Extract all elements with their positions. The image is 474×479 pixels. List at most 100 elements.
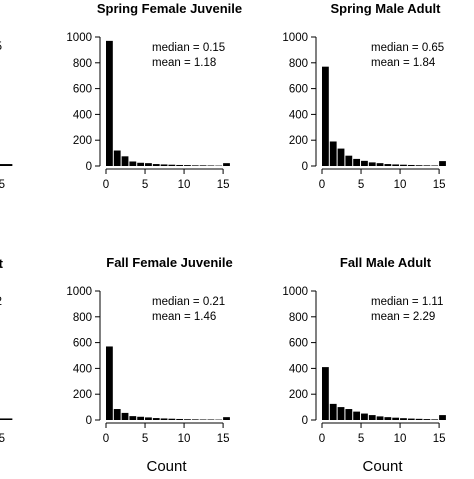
y-tick-label: 800 bbox=[289, 312, 308, 324]
histogram-bar bbox=[200, 165, 207, 166]
histogram-bar bbox=[431, 165, 438, 166]
histogram-bar bbox=[161, 164, 168, 166]
y-tick-label: 800 bbox=[73, 58, 92, 70]
y-tick-label: 1000 bbox=[66, 286, 92, 298]
x-tick-label: 15 bbox=[0, 179, 5, 191]
histogram-bar bbox=[338, 407, 345, 420]
histogram-bar bbox=[392, 418, 399, 420]
y-tick-label: 600 bbox=[73, 84, 92, 96]
histogram-bar bbox=[168, 419, 175, 420]
histogram-bar bbox=[0, 418, 12, 420]
stat-annotation: 2 bbox=[0, 296, 2, 308]
stat-annotation: median = 0.21 bbox=[152, 296, 225, 308]
x-tick-label: 15 bbox=[433, 179, 446, 191]
panel-title: Spring Female Juvenile bbox=[97, 1, 242, 16]
y-tick-label: 400 bbox=[73, 109, 92, 121]
histogram-bar bbox=[223, 417, 230, 420]
x-tick-label: 5 bbox=[142, 179, 148, 191]
x-tick-label: 5 bbox=[142, 433, 148, 445]
y-tick-label: 1000 bbox=[282, 32, 308, 44]
histogram-bar bbox=[192, 419, 199, 420]
histogram-bar bbox=[176, 165, 183, 166]
x-axis-label: Count bbox=[146, 458, 187, 474]
y-tick-label: 0 bbox=[86, 161, 92, 173]
y-tick-label: 0 bbox=[86, 415, 92, 427]
x-tick-label: 15 bbox=[217, 433, 230, 445]
stat-annotation: median = 0.65 bbox=[371, 42, 444, 54]
histogram-bar bbox=[361, 161, 368, 166]
x-tick-label: 15 bbox=[217, 179, 230, 191]
histogram-bar bbox=[377, 163, 384, 166]
panel-title: Spring Male Adult bbox=[330, 1, 441, 16]
histogram-bar bbox=[129, 161, 136, 166]
y-tick-label: 800 bbox=[73, 312, 92, 324]
histogram-bar bbox=[322, 367, 329, 420]
histogram-bar bbox=[114, 409, 121, 420]
histogram-bar bbox=[416, 165, 423, 166]
y-tick-label: 1000 bbox=[66, 32, 92, 44]
histogram-bar bbox=[439, 415, 446, 420]
histogram-bar bbox=[345, 409, 352, 420]
x-tick-label: 5 bbox=[358, 179, 364, 191]
y-tick-label: 400 bbox=[289, 109, 308, 121]
x-tick-label: 15 bbox=[433, 433, 446, 445]
histogram-bar bbox=[184, 165, 191, 166]
histogram-bar bbox=[423, 419, 430, 420]
stat-annotation: mean = 1.18 bbox=[152, 57, 216, 69]
histogram-bar bbox=[168, 165, 175, 166]
x-tick-label: 0 bbox=[103, 179, 109, 191]
histogram-bar bbox=[145, 163, 152, 166]
panel-title: Fall Female Juvenile bbox=[106, 255, 232, 270]
histogram-bar bbox=[408, 419, 415, 420]
stat-annotation: mean = 1.84 bbox=[371, 57, 436, 69]
y-tick-label: 600 bbox=[289, 84, 308, 96]
y-tick-label: 400 bbox=[73, 363, 92, 375]
x-tick-label: 15 bbox=[0, 433, 5, 445]
histogram-bar bbox=[207, 165, 214, 166]
histogram-bar bbox=[408, 165, 415, 166]
y-tick-label: 400 bbox=[289, 363, 308, 375]
histogram-bar bbox=[330, 404, 337, 420]
histogram-bar bbox=[353, 159, 360, 166]
histogram-bar bbox=[137, 417, 144, 420]
histogram-bar bbox=[361, 414, 368, 420]
histogram-bar bbox=[145, 417, 152, 420]
histogram-bar bbox=[423, 165, 430, 166]
histogram-bar bbox=[176, 419, 183, 420]
stat-annotation: mean = 2.29 bbox=[371, 311, 435, 323]
x-tick-label: 10 bbox=[394, 179, 407, 191]
y-tick-label: 1000 bbox=[282, 286, 308, 298]
histogram-bar bbox=[114, 151, 121, 166]
histogram-bar bbox=[200, 419, 207, 420]
histogram-bar bbox=[369, 162, 376, 166]
panel-title: Fall Male Adult bbox=[340, 255, 432, 270]
histogram-bar bbox=[439, 161, 446, 166]
histogram-bar bbox=[106, 346, 113, 420]
y-tick-label: 600 bbox=[289, 338, 308, 350]
stat-annotation: median = 1.11 bbox=[371, 296, 443, 308]
histogram-bar bbox=[137, 163, 144, 166]
y-tick-label: 0 bbox=[302, 415, 308, 427]
stat-annotation: t bbox=[0, 256, 4, 271]
histogram-bar bbox=[431, 419, 438, 420]
histogram-bar bbox=[106, 41, 113, 166]
histogram-bar bbox=[400, 418, 407, 420]
histogram-bar bbox=[122, 413, 129, 420]
y-tick-label: 0 bbox=[302, 161, 308, 173]
stat-annotation: 5 bbox=[0, 41, 2, 53]
histogram-bar bbox=[161, 418, 168, 420]
y-tick-label: 600 bbox=[73, 338, 92, 350]
histogram-bar bbox=[153, 164, 160, 166]
histogram-bar bbox=[392, 164, 399, 166]
x-axis-label: Count bbox=[362, 458, 403, 474]
histogram-bar bbox=[207, 419, 214, 420]
histogram-bar bbox=[153, 418, 160, 420]
histogram-bar bbox=[322, 67, 329, 166]
stat-annotation: mean = 1.46 bbox=[152, 311, 216, 323]
histogram-bar bbox=[129, 416, 136, 420]
x-tick-label: 0 bbox=[319, 433, 325, 445]
histogram-bar bbox=[384, 417, 391, 420]
x-tick-label: 0 bbox=[103, 433, 109, 445]
